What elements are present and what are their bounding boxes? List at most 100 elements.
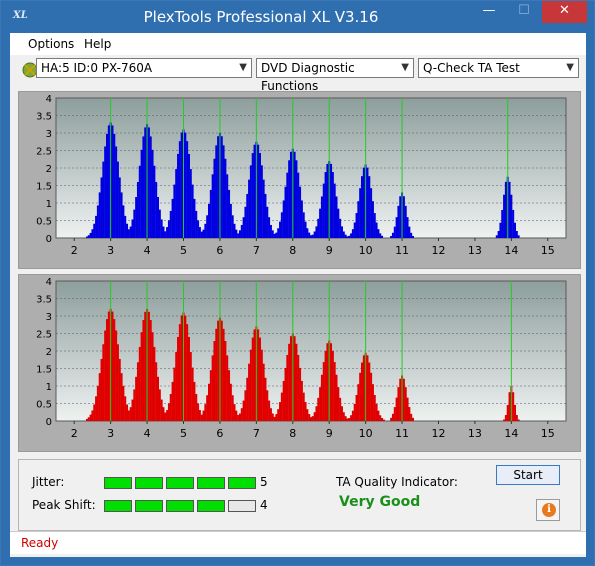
bottom-chart-bar [142,319,145,421]
top-chart-bar [288,160,291,238]
top-chart-bar [346,236,349,238]
menu-help[interactable]: Help [84,37,112,51]
top-chart-bar [304,221,307,238]
bottom-chart-bar [147,311,150,421]
top-chart-bar [320,196,323,238]
test-select[interactable]: Q-Check TA Test ▼ [418,58,579,78]
bottom-chart-bar [269,408,272,421]
bottom-chart-x-tick-label: 14 [504,427,518,440]
top-chart-bar [197,220,200,238]
bottom-chart-y-tick-label: 2 [46,347,52,358]
top-chart-y-tick-label: 1.5 [36,182,52,193]
bottom-chart-bar [180,315,183,421]
bottom-chart-bar [299,367,302,421]
minimize-button[interactable]: — [482,3,496,18]
bottom-chart-bar [91,410,94,421]
bottom-chart-x-tick-label: 11 [395,427,409,440]
top-chart-bar [375,222,378,238]
bottom-chart-bar [248,363,251,421]
top-chart-bar [377,229,380,238]
top-chart-bar [155,181,158,238]
bottom-chart-bar [211,355,214,421]
start-button[interactable]: Start [496,465,560,485]
bottom-chart-bar [313,412,316,421]
menu-bar: Options Help [10,33,586,55]
top-chart-bar [371,201,374,238]
bottom-chart-bar [131,399,134,421]
top-chart-y-tick-label: 0 [46,234,52,245]
bottom-chart-bar [311,416,314,421]
bottom-chart-bar [116,344,119,421]
chevron-down-icon: ▼ [239,62,247,73]
top-chart: 0 0.5 1 1.5 2 2.5 3 3.5 4 2 3 4 5 6 7 8 9 10 11 12 13 14 15 [36,94,567,257]
bottom-chart-bar [266,390,269,421]
bottom-chart-bar [348,418,351,421]
bottom-chart-bar [504,414,507,421]
bottom-chart-bar [178,324,181,421]
bottom-chart-bar [93,404,96,421]
maximize-button[interactable]: ☐ [518,3,530,18]
bottom-chart-bar [293,336,296,421]
top-chart-bar [306,228,309,238]
top-chart-bar [249,165,252,238]
top-chart-bar [503,194,506,238]
bottom-chart-bar [342,412,345,421]
top-chart-bar [260,165,263,238]
top-chart-bar [322,183,325,238]
bottom-chart-bar [140,332,143,421]
bottom-chart-bar [187,336,190,421]
bottom-chart-bar [113,319,116,421]
bottom-chart-bar [85,418,88,421]
top-chart-bar [504,181,507,238]
bottom-chart-bar [402,378,405,421]
top-chart-bar [299,186,302,238]
top-chart-x-tick-label: 4 [144,244,151,257]
bottom-chart-bar [129,407,132,421]
device-select[interactable]: HA:5 ID:0 PX-760A ▼ [36,58,252,78]
bottom-chart-bar [115,330,118,421]
top-chart-y-tick-label: 3.5 [36,112,52,123]
bottom-chart-bar [408,407,411,421]
top-chart-x-tick-label: 12 [432,244,446,257]
close-button[interactable]: ✕ [542,1,587,23]
bottom-chart-bar [189,352,192,421]
top-chart-bar [206,215,209,238]
top-chart-bar [171,198,174,238]
info-button[interactable]: i [536,499,560,521]
top-chart-bar [330,163,333,238]
top-chart-bar [195,210,198,238]
top-chart-bar [501,209,504,238]
bottom-chart-bar [104,330,107,421]
bottom-chart-bar [217,320,220,421]
title-bar[interactable]: XL PlexTools Professional XL V3.16 — ☐ ✕ [1,1,594,33]
top-chart-bar [224,158,227,238]
bottom-chart-bar [215,328,218,421]
bottom-chart-x-tick-label: 15 [541,427,555,440]
top-chart-bar [302,212,305,238]
jitter-meter-segment [166,477,194,489]
top-chart-bar [220,136,223,238]
top-chart-bar [144,127,147,238]
top-chart-bar [120,192,123,238]
bottom-chart-bar [279,402,282,421]
top-chart-bar [499,222,502,238]
menu-options[interactable]: Options [28,37,75,51]
peak-shift-value: 4 [260,498,268,512]
top-chart-x-tick-label: 5 [180,244,187,257]
top-chart-bar [115,146,118,238]
top-chart-bar [100,177,103,238]
top-chart-bar [106,133,108,238]
top-chart-bar [113,133,116,238]
bottom-chart-bar [262,363,265,421]
peak-shift-meter-segment [228,500,256,512]
top-chart-bar [96,205,99,238]
jitter-label: Jitter: [32,475,65,489]
bottom-chart-bar [106,319,108,421]
bottom-chart-bar [235,410,238,421]
bottom-chart-bar [89,414,92,421]
bottom-chart-bar [324,350,327,421]
function-select[interactable]: DVD Diagnostic Functions ▼ [256,58,414,93]
top-chart-bar [202,229,205,238]
top-chart-bar [208,203,210,238]
